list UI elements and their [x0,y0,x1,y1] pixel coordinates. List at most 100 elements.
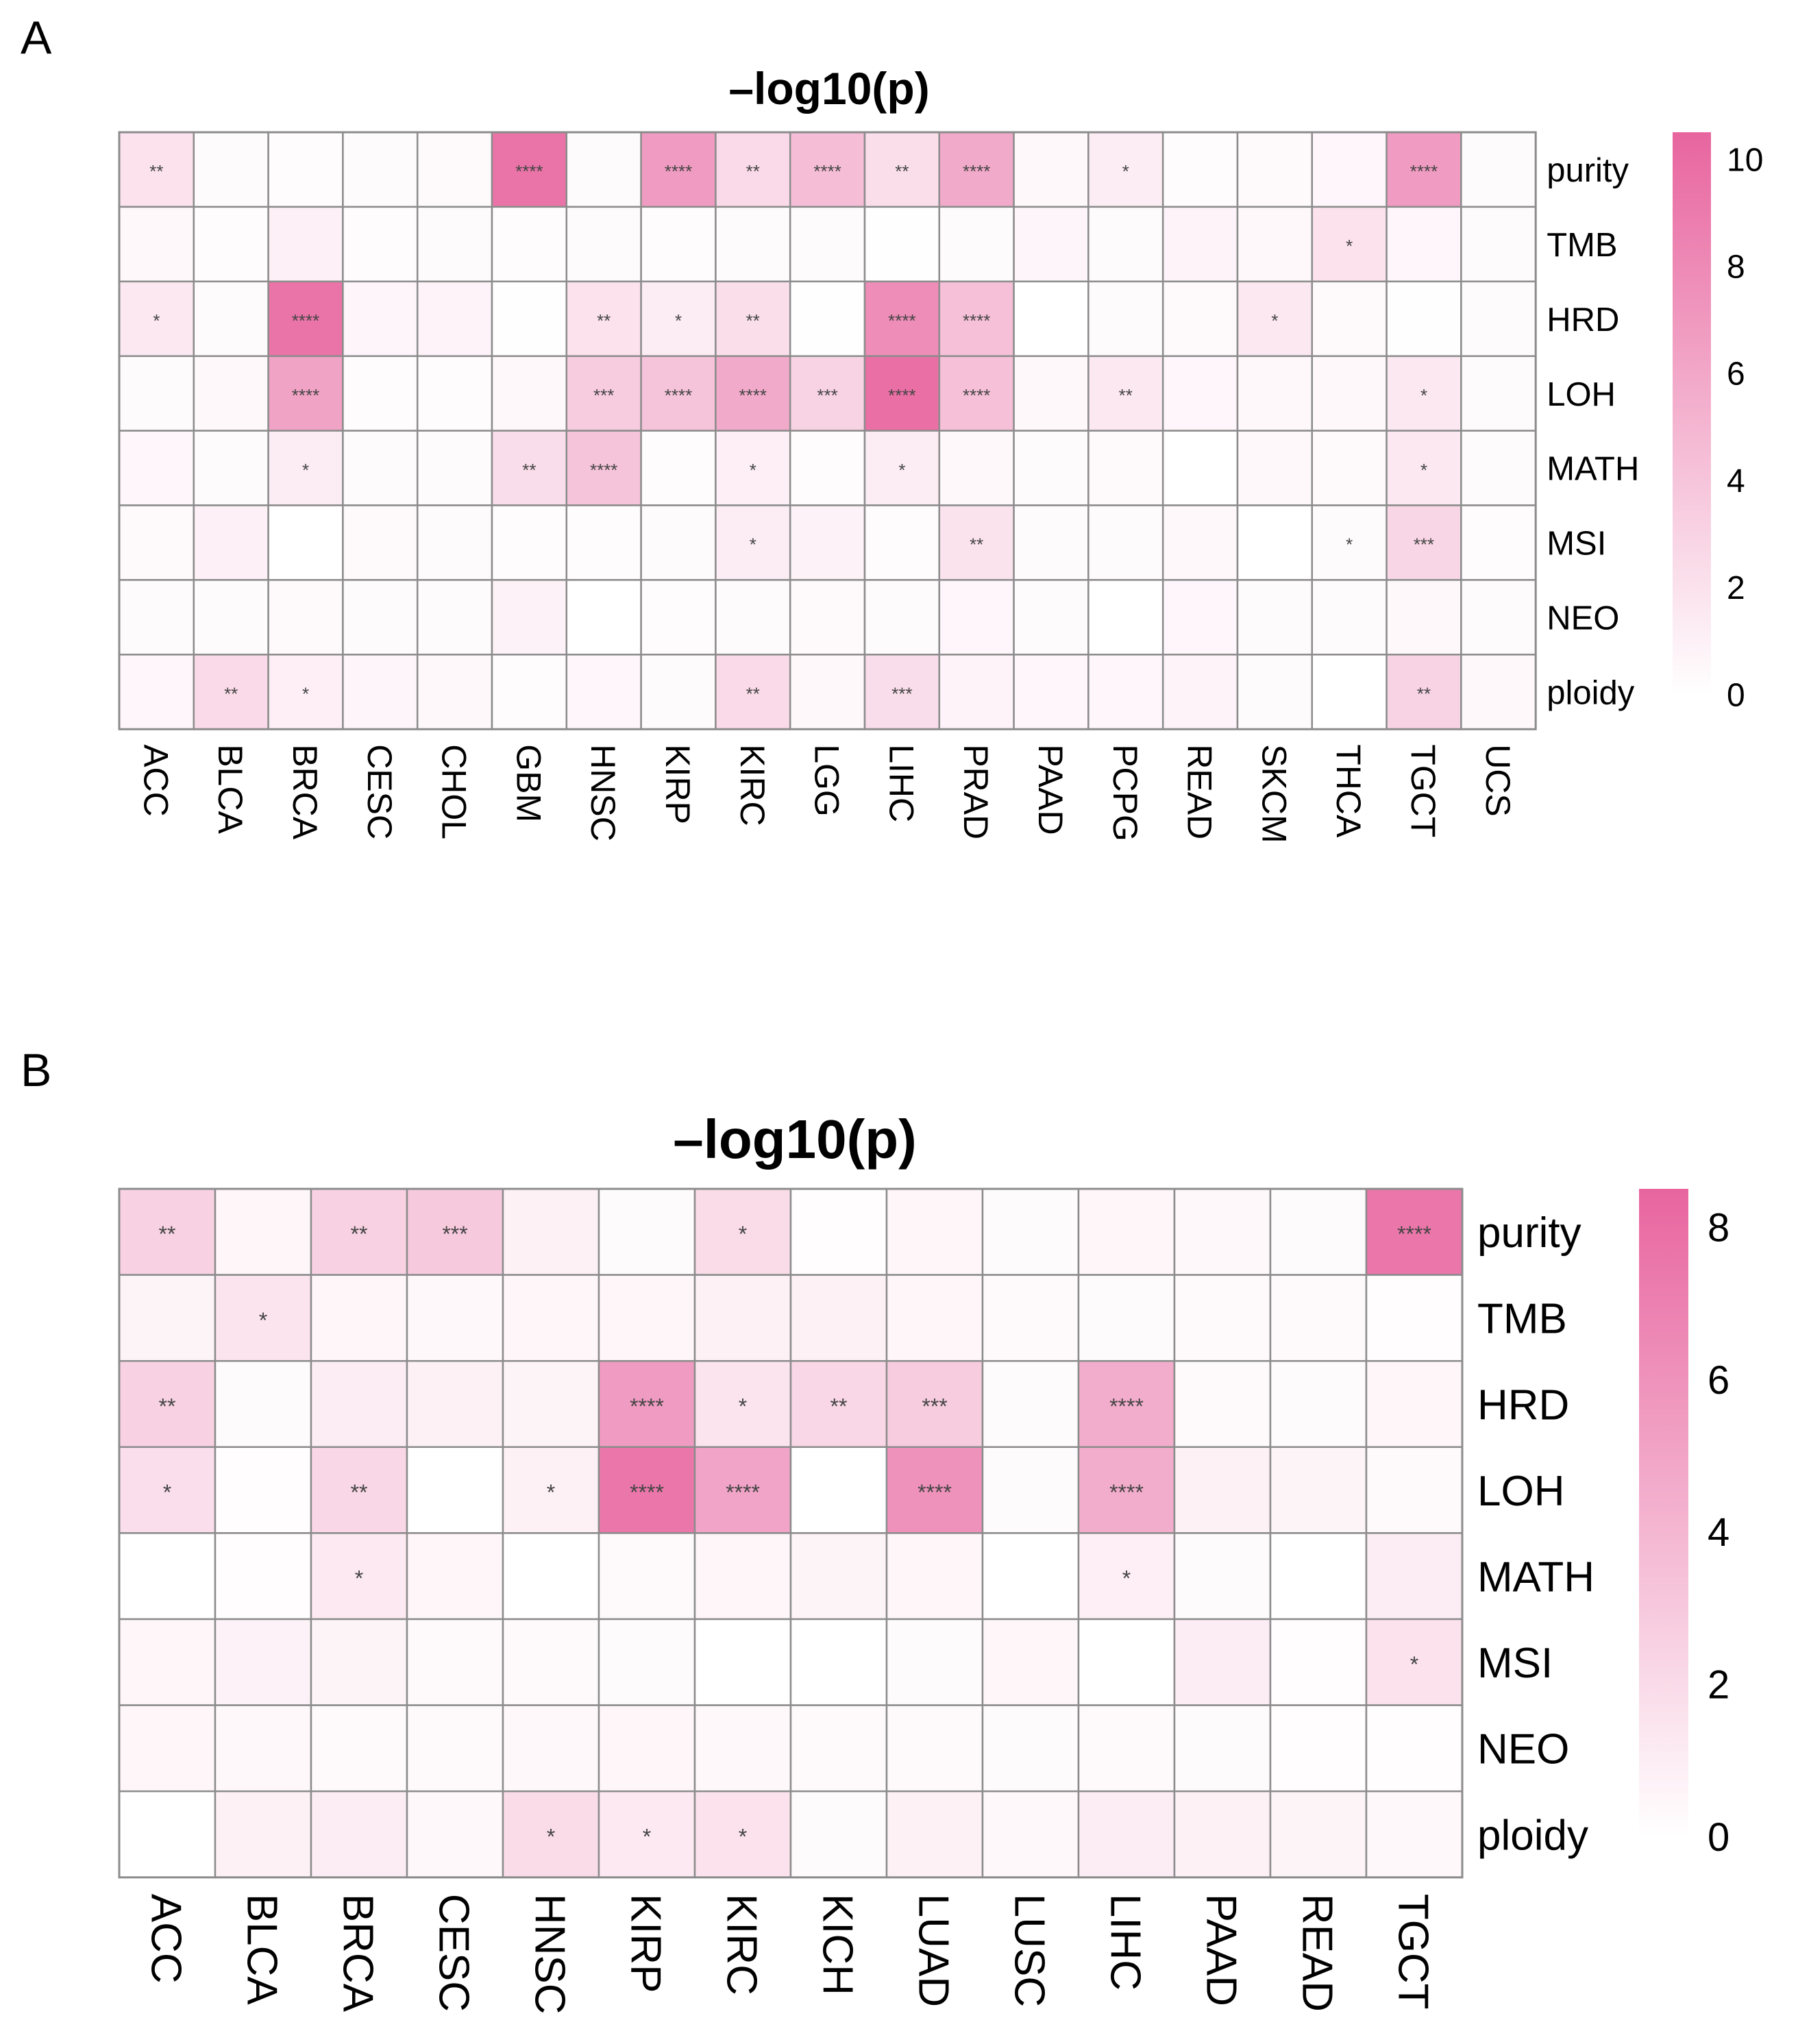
significance-mark: **** [963,161,990,182]
heatmap-cell [267,430,344,506]
heatmap-cell [416,206,493,283]
column-label: ACC [136,744,175,817]
heatmap-cell [214,1274,312,1362]
heatmap-cell [789,1618,888,1706]
heatmap-cell [885,1274,984,1362]
heatmap-cell [1161,355,1239,432]
heatmap-cell [310,1359,408,1449]
significance-mark: *** [593,385,614,406]
heatmap-cell [1236,206,1314,283]
heatmap-cell [1087,504,1164,581]
heatmap-cell [863,131,941,208]
heatmap-cell [640,504,717,581]
significance-mark: ** [224,683,238,704]
heatmap-cell [1173,1532,1272,1621]
column-label: TGCT [1404,744,1442,837]
column-label: HNSC [584,744,622,841]
column-label: TGCT [1390,1894,1437,2010]
heatmap-cell [1365,1446,1464,1534]
row-label: TMB [1547,227,1617,264]
heatmap-cell [416,280,493,357]
significance-mark: ** [746,683,760,704]
significance-mark: **** [292,310,319,331]
heatmap-cell [1236,654,1314,730]
heatmap-cell [214,1704,312,1793]
row-label: NEO [1547,600,1619,637]
heatmap-cell [938,280,1015,357]
significance-mark: * [739,1824,747,1849]
column-label: BLCA [238,1894,286,2006]
colorbar-tick-label: 8 [1727,249,1745,286]
heatmap-cell [789,206,866,283]
significance-mark: ** [351,1222,368,1246]
significance-mark: ** [895,161,909,182]
heatmap-cell [502,1359,600,1449]
column-label: THCA [1329,744,1368,838]
heatmap-cell [491,579,568,656]
heatmap-cell [406,1618,504,1706]
heatmap-cell [1311,430,1388,506]
heatmap-cell [640,579,717,656]
heatmap-cell [214,1790,312,1879]
heatmap-cell [310,1704,408,1793]
row-label: TMB [1477,1296,1567,1343]
heatmap-cell [214,1618,312,1706]
heatmap-cell [342,654,419,730]
significance-mark: *** [891,683,912,704]
heatmap-cell [342,206,419,283]
heatmap-cell [1311,504,1388,581]
heatmap-cell [118,355,195,432]
row-label: ploidy [1547,674,1635,711]
heatmap-cell [1173,1274,1272,1362]
heatmap-border [118,1187,1464,1879]
significance-mark: * [739,1222,747,1246]
heatmap-cell [267,206,344,283]
column-label: GBM [509,744,547,822]
heatmap-cell [1161,430,1239,506]
significance-mark: **** [918,1480,952,1505]
significance-mark: * [1271,310,1278,331]
heatmap-cell [1386,504,1462,581]
column-label: PAAD [1031,744,1070,835]
heatmap-cell [693,1618,792,1706]
significance-mark: * [259,1308,267,1333]
heatmap-cell [1013,131,1089,208]
significance-mark: **** [630,1480,664,1505]
heatmap-cell [1311,206,1388,283]
significance-mark: *** [922,1394,947,1418]
heatmap-cell [1269,1704,1368,1793]
significance-mark: ** [970,534,983,555]
heatmap-cell [193,131,269,208]
heatmap-cell [789,355,866,432]
heatmap-cell [1365,1790,1464,1879]
heatmap-cell [1236,430,1314,506]
significance-mark: * [898,460,905,480]
significance-mark: * [750,460,756,480]
heatmap-cell [640,280,717,357]
column-label: CESC [430,1894,478,2012]
colorbar-tick-label: 4 [1708,1510,1729,1555]
heatmap-cell [715,579,791,656]
heatmap-cell [1311,579,1388,656]
heatmap-cell [214,1532,312,1621]
heatmap-cell [1311,131,1388,208]
significance-mark: * [547,1480,555,1505]
row-label: LOH [1547,376,1616,413]
heatmap-cell [1236,131,1314,208]
column-label: READ [1181,744,1219,839]
colorbar-tick-label: 2 [1708,1663,1729,1708]
significance-mark: ** [522,460,536,480]
heatmap-cell [1013,355,1089,432]
significance-mark: * [547,1824,555,1849]
heatmap-cell [193,280,269,357]
chart-title: –log10(p) [728,63,929,114]
heatmap-cell [342,355,419,432]
heatmap-cell [502,1704,600,1793]
heatmap-cell [565,504,642,581]
heatmap-cell [502,1446,600,1534]
heatmap-cell [1386,206,1462,283]
heatmap-cell [981,1618,1080,1706]
heatmap-cell [491,355,568,432]
heatmap-cell [598,1446,696,1534]
heatmap-cell [1173,1704,1272,1793]
